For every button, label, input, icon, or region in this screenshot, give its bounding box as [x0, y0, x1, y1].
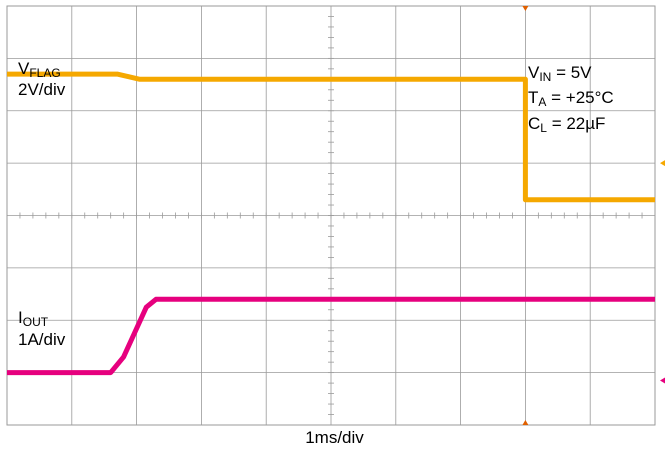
condition-vin: VIN = 5V	[528, 63, 592, 84]
iout-scale: 1A/div	[18, 330, 66, 349]
grid	[6, 5, 656, 426]
trigger-marker-top	[522, 6, 529, 11]
condition-cl: CL = 22µF	[528, 114, 605, 135]
ta-sub: A	[538, 95, 547, 109]
cl-main: C	[528, 114, 541, 133]
vin-main: V	[528, 63, 540, 82]
cl-rest: = 22µF	[546, 114, 606, 133]
channel-marker-iout	[660, 377, 665, 384]
trace-vflag	[7, 71, 655, 203]
iout-label-main: I	[18, 308, 23, 327]
vflag-label-sub: FLAG	[29, 66, 61, 80]
ta-rest: = +25°C	[546, 88, 614, 107]
vflag-label-main: V	[18, 59, 30, 78]
vflag-scale: 2V/div	[18, 80, 66, 99]
trace-iout	[7, 296, 655, 376]
time-scale-label: 1ms/div	[305, 428, 364, 447]
vin-rest: = 5V	[551, 63, 592, 82]
ta-main: T	[528, 88, 539, 107]
vin-sub: IN	[539, 70, 552, 84]
traces	[7, 71, 655, 376]
channel-marker-vflag	[660, 160, 665, 167]
iout-label: IOUT	[18, 308, 48, 329]
condition-ta: TA = +25°C	[528, 88, 614, 109]
cl-sub: L	[540, 121, 547, 135]
trigger-marker-bottom	[522, 420, 529, 425]
vflag-label: VFLAG	[18, 59, 61, 80]
channel-markers	[522, 6, 665, 425]
iout-label-sub: OUT	[22, 315, 49, 329]
